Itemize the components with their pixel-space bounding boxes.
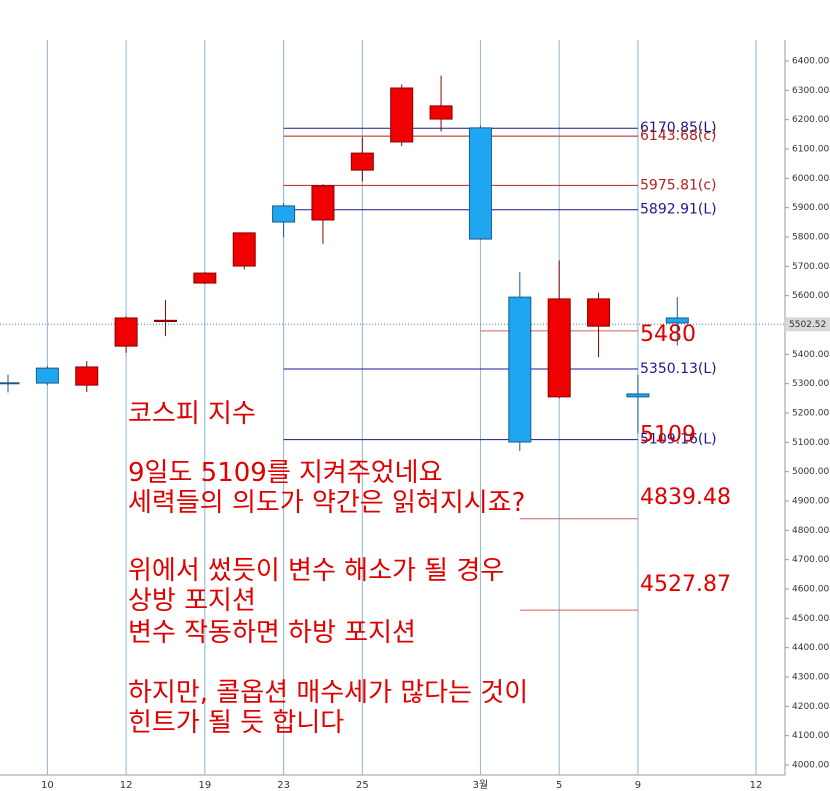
candle-body: [587, 298, 611, 327]
x-tick-label: 3월: [473, 779, 489, 791]
level-label: 5109.16(L): [640, 432, 717, 448]
level-label: 6170.85(L): [640, 120, 717, 136]
candle-body: [665, 317, 689, 324]
y-tick-label: 5800.00: [792, 233, 829, 243]
y-tick-label: 4000.00: [792, 761, 829, 771]
annotation: 위에서 썼듯이 변수 해소가 될 경우: [128, 556, 504, 586]
candle-body: [153, 319, 177, 322]
level-label: 5350.13(L): [640, 361, 717, 377]
y-tick-label: 5200.00: [792, 409, 829, 419]
big-label: 5109: [640, 423, 696, 448]
y-tick-label: 6000.00: [792, 174, 829, 184]
x-tick-label: 25: [356, 780, 369, 791]
annotation: 9일도 5109를 지켜주었네요: [128, 458, 443, 488]
y-tick-label: 4300.00: [792, 673, 829, 683]
candle-body: [547, 298, 571, 398]
candle-body: [232, 232, 256, 267]
y-tick-label: 4900.00: [792, 497, 829, 507]
x-tick-label: 23: [277, 780, 290, 791]
y-tick-label: 4200.00: [792, 702, 829, 712]
annotation: 하지만, 콜옵션 매수세가 많다는 것이: [128, 678, 528, 708]
y-tick-label: 6300.00: [792, 86, 829, 96]
y-tick-label: 4100.00: [792, 731, 829, 741]
y-tick-label: 4700.00: [792, 555, 829, 565]
big-level-label: 4839.48: [640, 485, 731, 510]
candle-body: [272, 205, 296, 223]
x-tick-label: 5: [556, 780, 562, 791]
x-tick-label: 12: [750, 780, 763, 791]
candle-body: [75, 366, 99, 386]
x-tick-label: 12: [120, 780, 133, 791]
candle-body: [390, 87, 414, 143]
annotation: 상방 포지션: [128, 586, 256, 616]
candle-body: [508, 296, 532, 443]
y-tick-label: 5000.00: [792, 467, 829, 477]
y-tick-label: 4600.00: [792, 585, 829, 595]
y-tick-label: 6100.00: [792, 145, 829, 155]
y-tick-label: 5400.00: [792, 350, 829, 360]
level-label: 5892.91(L): [640, 202, 717, 218]
candle-body: [626, 393, 650, 398]
y-tick-label: 4800.00: [792, 526, 829, 536]
big-level-label: 5480: [640, 322, 696, 347]
y-tick-label: 5700.00: [792, 262, 829, 272]
y-tick-label: 6400.00: [792, 57, 829, 67]
candle-body: [0, 382, 20, 385]
y-tick-label: 5600.00: [792, 291, 829, 301]
candle-body: [429, 105, 453, 120]
annotation: 세력들의 의도가 약간은 읽혀지시죠?: [128, 488, 525, 518]
annotation: 힌트가 될 듯 합니다: [128, 708, 344, 738]
candle-body: [193, 272, 217, 284]
x-tick-label: 9: [635, 780, 641, 791]
candle-body: [311, 185, 335, 221]
annotation: 코스피 지수: [128, 399, 256, 429]
y-tick-label: 5300.00: [792, 379, 829, 389]
x-tick-label: 10: [41, 780, 54, 791]
big-level-label: 4527.87: [640, 572, 731, 597]
y-tick-label: 4500.00: [792, 614, 829, 624]
y-tick-label: 5100.00: [792, 438, 829, 448]
candle-body: [350, 152, 374, 171]
y-tick-label: 4400.00: [792, 643, 829, 653]
y-tick-label: 6200.00: [792, 115, 829, 125]
candle-body: [35, 367, 59, 384]
level-label: 5975.81(c): [640, 177, 717, 193]
x-tick-label: 19: [198, 780, 211, 791]
y-tick-label: 5900.00: [792, 203, 829, 213]
candle-body: [114, 317, 138, 347]
current-price-box: [785, 317, 830, 332]
candle-body: [468, 127, 492, 240]
annotation: 변수 작동하면 하방 포지션: [128, 618, 416, 648]
level-label: 6143.68(c): [640, 128, 717, 144]
current-price-label: 5502.52: [789, 320, 826, 330]
